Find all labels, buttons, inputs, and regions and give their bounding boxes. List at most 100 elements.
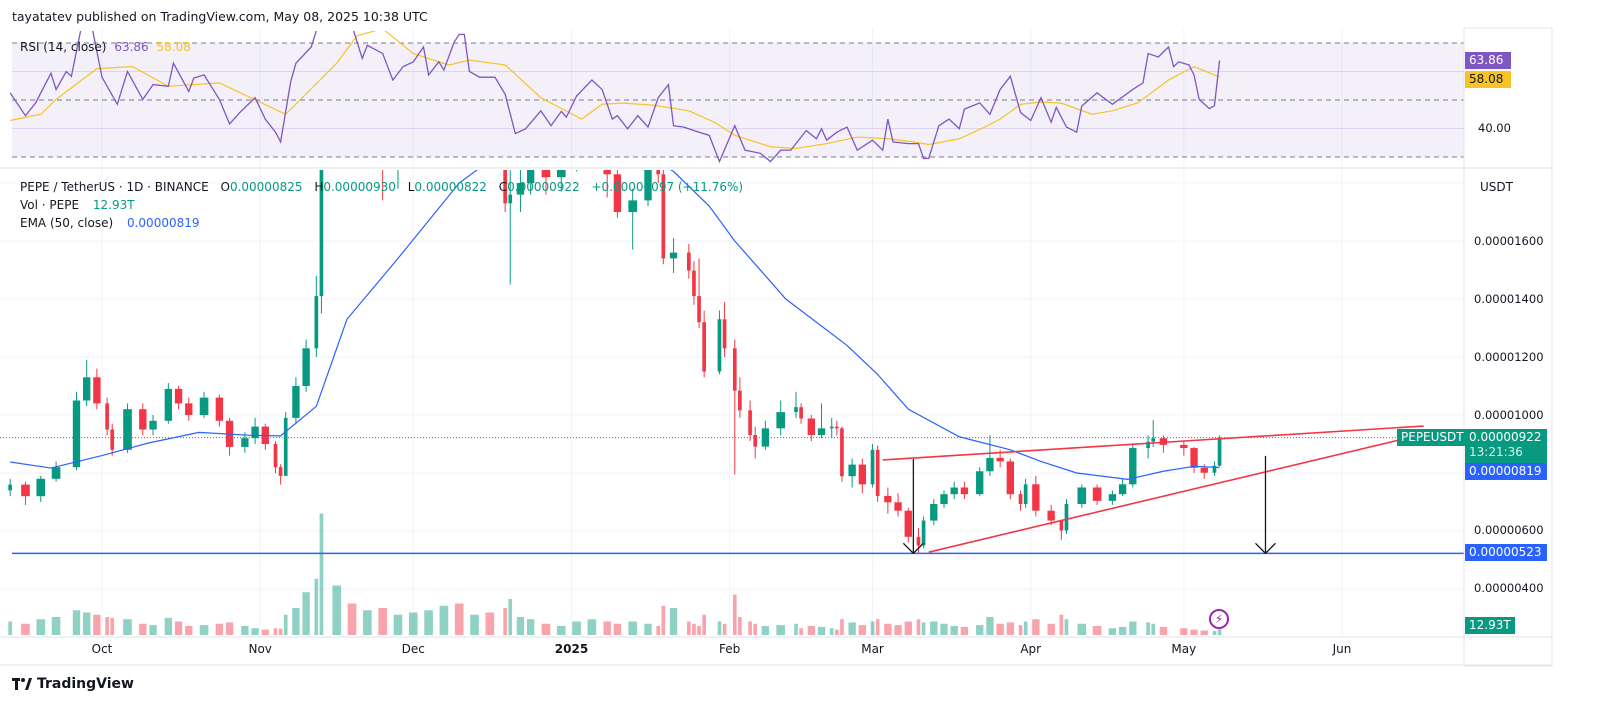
candle-body [319, 170, 324, 297]
grid [0, 28, 1464, 637]
volume-badge: 12.93T [1465, 617, 1515, 634]
volume-legend[interactable]: Vol · PEPE 12.93T [20, 198, 139, 212]
candle-body [834, 426, 839, 429]
candle-body [894, 502, 902, 511]
symbol-legend[interactable]: PEPE / TetherUS · 1D · BINANCE O0.000008… [20, 180, 747, 194]
price-tick: 0.00000400 [1474, 581, 1544, 595]
volume-bar [976, 625, 984, 635]
rsi-ma-badge: 58.08 [1465, 71, 1511, 88]
volume-bar [960, 626, 969, 635]
volume-bar [241, 626, 249, 635]
candle-body [799, 407, 803, 419]
candle-body [687, 252, 691, 271]
volume-bar [393, 614, 403, 635]
volume-bar [541, 623, 551, 635]
candle-body [8, 484, 12, 491]
lightning-icon[interactable]: ⚡ [1209, 609, 1229, 629]
candle-body [1032, 484, 1040, 511]
rsi-legend[interactable]: RSI (14, close) 63.86 58.08 [20, 40, 195, 54]
rsi-pane [9, 31, 1221, 164]
candle-body [807, 418, 815, 436]
publish-info: tayatatev published on TradingView.com, … [12, 9, 428, 24]
volume-bar [439, 605, 449, 635]
volume-bar [697, 626, 701, 635]
candle-body [302, 348, 310, 386]
tradingview-logo[interactable]: TradingView [12, 676, 134, 692]
candle-body [613, 174, 622, 212]
time-label: May [1171, 642, 1197, 656]
candle-body [1077, 487, 1087, 505]
open-label: O [220, 180, 230, 194]
volume-pane [8, 513, 1222, 635]
volume-bar [661, 605, 666, 635]
volume-bar [732, 594, 737, 635]
volume-bar [817, 626, 826, 635]
volume-bar [556, 626, 566, 635]
volume-bar [36, 619, 46, 635]
volume-bar [644, 623, 652, 635]
candle-body [1200, 467, 1208, 473]
candle-body [960, 487, 969, 495]
drawings[interactable] [12, 425, 1464, 555]
volume-bar [761, 626, 770, 635]
volume-bar [1212, 630, 1217, 635]
volume-value: 12.93T [92, 198, 135, 212]
right-axis[interactable] [1463, 27, 1553, 667]
candle-body [722, 319, 727, 349]
volume-bar [722, 623, 727, 635]
candle-body [251, 426, 259, 439]
candle-body [884, 495, 892, 503]
price-tick: 0.00001600 [1474, 234, 1544, 248]
candle-body [996, 457, 1004, 462]
volume-bar [603, 621, 611, 635]
volume-bar [996, 623, 1004, 635]
rsi-tick: 40.00 [1478, 121, 1511, 135]
ema-legend[interactable]: EMA (50, close) 0.00000819 [20, 216, 204, 230]
candle-body [1212, 465, 1217, 473]
volume-bar [139, 623, 147, 635]
volume-bar [930, 621, 938, 635]
change-value: +0.00000097 (+11.76%) [591, 180, 744, 194]
volume-bar [526, 619, 535, 635]
candle-body [858, 464, 867, 485]
candle-body [628, 200, 638, 212]
volume-bar [278, 628, 283, 635]
rsi-ma-value: 58.08 [156, 40, 191, 54]
symbol-title: PEPE / TetherUS · 1D · BINANCE [20, 180, 209, 194]
volume-bar [1006, 622, 1015, 635]
volume-bar [1151, 623, 1156, 635]
time-label: Nov [248, 642, 272, 656]
last-price: 0.00000922 [1469, 430, 1542, 444]
target-arrow-head-icon [902, 542, 924, 555]
candle-body [503, 170, 507, 204]
volume-bar [884, 623, 892, 635]
time-label: Mar [861, 642, 884, 656]
volume-bar [424, 610, 433, 635]
volume-bar [572, 621, 581, 635]
currency-label[interactable]: USDT [1480, 180, 1513, 194]
volume-bar [753, 623, 758, 635]
candle-body [1047, 510, 1055, 521]
ema-badge: 0.00000819 [1465, 463, 1547, 480]
rsi-levels [12, 42, 1464, 158]
price-tick: 0.00001200 [1474, 350, 1544, 364]
volume-bar [332, 585, 342, 635]
candle-body [738, 390, 742, 411]
volume-bar [185, 626, 193, 635]
candle-body [36, 478, 46, 497]
candle-body [199, 397, 209, 415]
rsi-line [9, 31, 1221, 164]
candle-body [1006, 461, 1015, 495]
candle-body [105, 403, 109, 430]
volume-bar [454, 603, 464, 635]
last-price-badge: 0.00000922 13:21:36 [1465, 429, 1547, 463]
volume-bar [702, 614, 706, 635]
price-tick: 0.00000600 [1474, 523, 1544, 537]
volume-bar [347, 603, 357, 635]
candle-body [93, 377, 101, 404]
candle-body [875, 449, 880, 496]
candle-body [817, 428, 826, 436]
candle-body [669, 252, 678, 259]
tradingview-logo-icon [12, 678, 32, 690]
